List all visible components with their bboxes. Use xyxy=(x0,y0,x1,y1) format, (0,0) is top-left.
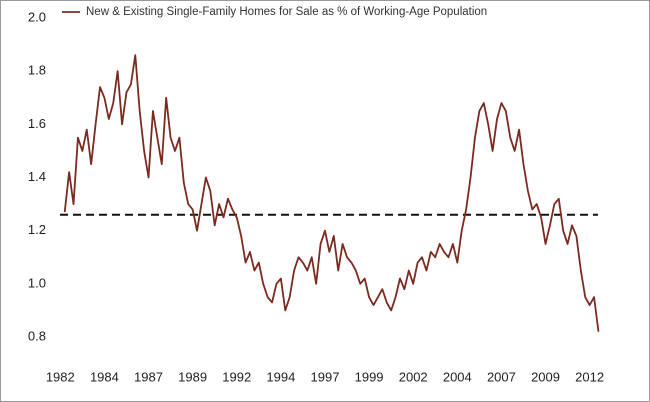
x-tick-label: 1989 xyxy=(178,369,207,384)
x-tick-label: 1994 xyxy=(266,369,295,384)
y-tick-label: 1.6 xyxy=(28,116,46,131)
x-tick-label: 1982 xyxy=(46,369,75,384)
x-tick-label: 1999 xyxy=(355,369,384,384)
y-tick-label: 1.8 xyxy=(28,63,46,78)
x-tick-label: 1987 xyxy=(134,369,163,384)
x-tick-label: 2002 xyxy=(399,369,428,384)
legend-label: New & Existing Single-Family Homes for S… xyxy=(86,6,487,18)
y-tick-label: 0.8 xyxy=(28,328,46,343)
y-tick-label: 1.4 xyxy=(28,169,46,184)
x-tick-label: 2004 xyxy=(443,369,472,384)
x-tick-label: 1984 xyxy=(90,369,119,384)
x-tick-label: 1992 xyxy=(222,369,251,384)
y-tick-label: 2.0 xyxy=(28,9,46,24)
x-tick-label: 2012 xyxy=(575,369,604,384)
x-tick-label: 1997 xyxy=(311,369,340,384)
x-tick-label: 2007 xyxy=(487,369,516,384)
y-tick-label: 1.0 xyxy=(28,275,46,290)
x-tick-label: 2009 xyxy=(531,369,560,384)
data-line xyxy=(63,54,600,332)
y-tick-label: 1.2 xyxy=(28,222,46,237)
